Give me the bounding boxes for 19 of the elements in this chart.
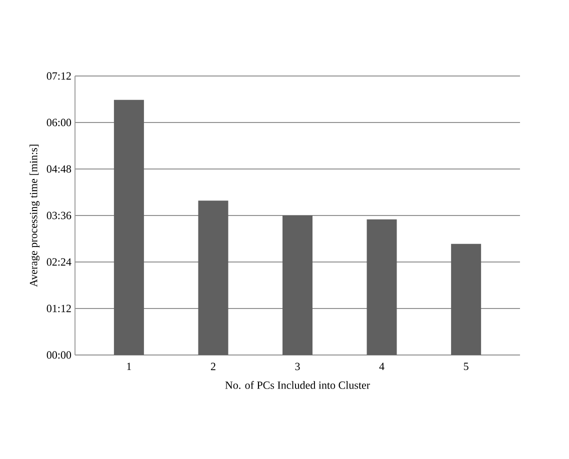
bar [282,216,313,355]
y-tick-label: 03:36 [46,212,72,220]
y-tick-label: 06:00 [46,118,72,126]
y-tick-label: 02:24 [46,258,72,266]
x-tick-label: 3 [295,362,300,370]
y-tick-label: 04:48 [46,165,72,173]
x-tick-label: 4 [379,362,384,370]
x-axis-title: No. of PCs Included into Cluster [225,381,370,389]
x-tick-label: 2 [210,362,216,370]
y-tick-label: 01:12 [46,304,71,312]
bar [366,219,397,355]
x-tick-label: 5 [464,362,468,370]
y-tick-label: 07:12 [46,72,71,80]
y-axis-title: Average processing time [min:s] [30,144,40,287]
bar [114,100,144,355]
bar [451,244,482,355]
y-tick-label: 00:00 [46,351,72,359]
x-tick-label: 1 [127,362,132,370]
bar [198,200,228,355]
